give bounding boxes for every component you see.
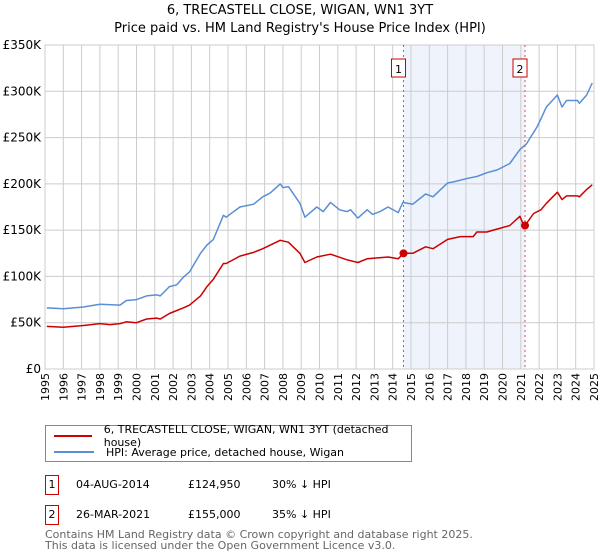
sale-date: 26-MAR-2021 <box>76 508 151 521</box>
x-tick-label: 2018 <box>460 373 473 401</box>
x-tick-label: 2008 <box>277 373 290 401</box>
x-tick-label: 1998 <box>94 373 107 401</box>
x-tick-label: 2024 <box>570 373 583 401</box>
footer-licence: This data is licensed under the Open Gov… <box>45 539 396 552</box>
footer-copyright: Contains HM Land Registry data © Crown c… <box>45 528 473 541</box>
x-tick-label: 1997 <box>76 373 89 401</box>
price-chart: 1995 1996 1997 1998 1999 2000 2001 2002 2003 2004… <box>3 38 600 401</box>
x-tick-label: 2017 <box>442 373 455 401</box>
x-tick-label: 2016 <box>423 373 436 401</box>
x-tick-label: 2022 <box>533 373 546 401</box>
legend-item-property: 6, TRECASTELL CLOSE, WIGAN, WN1 3YT (det… <box>54 423 411 449</box>
y-tick-label: £100K <box>3 269 43 283</box>
sale-number-box <box>512 58 528 78</box>
x-tick-label: 2006 <box>240 373 253 401</box>
legend: 6, TRECASTELL CLOSE, WIGAN, WN1 3YT (det… <box>45 423 412 462</box>
sale-number: 2 <box>517 63 524 76</box>
sale-number: 1 <box>395 63 402 76</box>
y-tick-label: £350K <box>3 38 43 52</box>
sale-date: 04-AUG-2014 <box>76 478 150 491</box>
hpi-line <box>46 82 593 310</box>
sale-price: £124,950 <box>188 478 241 491</box>
x-tick-label: 2004 <box>204 373 217 401</box>
chart-subtitle: Price paid vs. HM Land Registry's House … <box>114 21 486 36</box>
x-tick-label: 2011 <box>332 373 345 401</box>
x-tick-label: 1996 <box>57 373 70 401</box>
x-tick-label: 2013 <box>368 373 381 401</box>
sale-row-1: 1 04-AUG-2014 £124,950 30% ↓ HPI <box>45 475 445 495</box>
x-tick-label: 2007 <box>259 373 272 401</box>
sale-point <box>399 249 408 258</box>
x-tick-label: 1999 <box>112 373 125 401</box>
x-tick-label: 1995 <box>39 373 52 401</box>
legend-swatch-property <box>54 435 92 437</box>
sale-price: £155,000 <box>188 508 241 521</box>
chart-title: 6, TRECASTELL CLOSE, WIGAN, WN1 3YT <box>166 3 434 18</box>
sale-hpi-diff: 35% ↓ HPI <box>272 508 331 521</box>
x-tick-label: 2012 <box>350 373 363 401</box>
x-tick-label: 2010 <box>314 373 327 401</box>
x-tick-label: 2025 <box>588 373 600 401</box>
legend-label-property: 6, TRECASTELL CLOSE, WIGAN, WN1 3YT (det… <box>103 423 389 449</box>
legend-label-hpi: HPI: Average price, detached house, Wiga… <box>106 445 345 459</box>
sale-marker-label: 2 <box>45 505 59 525</box>
y-tick-label: £300K <box>3 84 43 98</box>
y-tick-label: £0 <box>26 362 41 376</box>
x-tick-label: 2020 <box>497 373 510 401</box>
y-tick-label: £250K <box>3 131 43 145</box>
property-price-line <box>46 184 593 329</box>
sale-point <box>521 221 530 230</box>
y-tick-label: £150K <box>3 223 43 237</box>
plot-frame <box>44 44 595 370</box>
x-tick-label: 2019 <box>478 373 491 401</box>
y-tick-label: £50K <box>10 316 42 330</box>
y-tick-label: £200K <box>3 177 43 191</box>
x-tick-label: 2021 <box>515 373 528 401</box>
sale-number-box <box>390 58 406 78</box>
x-tick-label: 2014 <box>387 373 400 401</box>
sale-row-2: 2 26-MAR-2021 £155,000 35% ↓ HPI <box>45 505 445 525</box>
x-tick-label: 2015 <box>405 373 418 401</box>
legend-item-hpi: HPI: Average price, detached house, Wiga… <box>54 445 344 459</box>
x-tick-label: 2002 <box>167 373 180 401</box>
x-tick-label: 2001 <box>149 373 162 401</box>
sale-marker-label: 1 <box>45 475 59 495</box>
sale-period-shading <box>403 45 526 369</box>
x-tick-label: 2009 <box>295 373 308 401</box>
legend-swatch-hpi <box>54 451 94 453</box>
x-tick-label: 2023 <box>551 373 564 401</box>
x-tick-label: 2003 <box>185 373 198 401</box>
x-tick-label: 2000 <box>131 373 144 401</box>
footer: Contains HM Land Registry data © Crown c… <box>45 529 473 551</box>
x-tick-label: 2005 <box>222 373 235 401</box>
sale-hpi-diff: 30% ↓ HPI <box>272 478 331 491</box>
